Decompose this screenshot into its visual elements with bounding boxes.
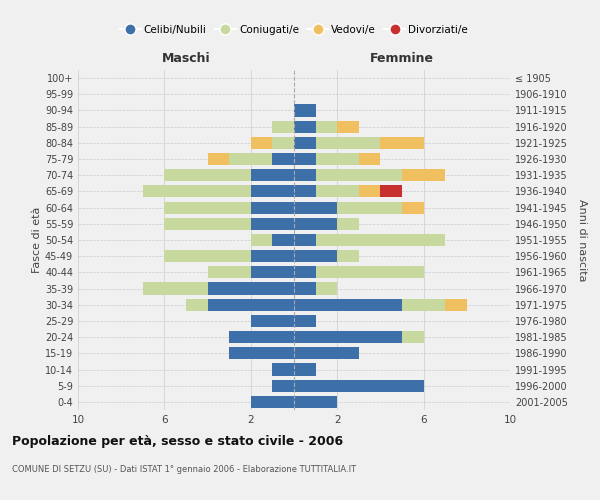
- Bar: [251, 396, 294, 408]
- Text: Maschi: Maschi: [161, 52, 211, 65]
- Bar: [337, 202, 402, 213]
- Bar: [402, 298, 445, 311]
- Bar: [294, 266, 316, 278]
- Bar: [251, 250, 294, 262]
- Bar: [402, 202, 424, 213]
- Bar: [294, 364, 316, 376]
- Bar: [164, 202, 251, 213]
- Bar: [294, 282, 316, 294]
- Bar: [251, 315, 294, 327]
- Bar: [294, 169, 316, 181]
- Bar: [337, 218, 359, 230]
- Bar: [208, 298, 294, 311]
- Bar: [272, 364, 294, 376]
- Bar: [294, 234, 316, 246]
- Bar: [164, 218, 251, 230]
- Bar: [208, 282, 294, 294]
- Legend: Celibi/Nubili, Coniugati/e, Vedovi/e, Divorziati/e: Celibi/Nubili, Coniugati/e, Vedovi/e, Di…: [116, 21, 472, 39]
- Text: Femmine: Femmine: [370, 52, 434, 65]
- Bar: [445, 298, 467, 311]
- Bar: [164, 250, 251, 262]
- Bar: [294, 186, 316, 198]
- Bar: [294, 153, 316, 165]
- Y-axis label: Fasce di età: Fasce di età: [32, 207, 42, 273]
- Bar: [316, 120, 337, 132]
- Bar: [359, 186, 380, 198]
- Bar: [251, 169, 294, 181]
- Bar: [251, 202, 294, 213]
- Bar: [380, 137, 424, 149]
- Bar: [164, 169, 251, 181]
- Bar: [229, 348, 294, 360]
- Bar: [272, 153, 294, 165]
- Bar: [251, 218, 294, 230]
- Bar: [316, 234, 445, 246]
- Bar: [294, 218, 337, 230]
- Bar: [316, 266, 424, 278]
- Text: Popolazione per età, sesso e stato civile - 2006: Popolazione per età, sesso e stato civil…: [12, 435, 343, 448]
- Bar: [294, 315, 316, 327]
- Bar: [316, 186, 359, 198]
- Bar: [316, 282, 337, 294]
- Bar: [186, 298, 208, 311]
- Bar: [402, 169, 445, 181]
- Bar: [294, 202, 337, 213]
- Bar: [272, 137, 294, 149]
- Text: COMUNE DI SETZU (SU) - Dati ISTAT 1° gennaio 2006 - Elaborazione TUTTITALIA.IT: COMUNE DI SETZU (SU) - Dati ISTAT 1° gen…: [12, 465, 356, 474]
- Bar: [316, 153, 359, 165]
- Bar: [272, 234, 294, 246]
- Bar: [294, 298, 402, 311]
- Bar: [251, 186, 294, 198]
- Bar: [402, 331, 424, 343]
- Bar: [316, 137, 380, 149]
- Bar: [294, 120, 316, 132]
- Bar: [251, 234, 272, 246]
- Bar: [251, 266, 294, 278]
- Bar: [294, 250, 337, 262]
- Bar: [208, 153, 229, 165]
- Bar: [294, 104, 316, 117]
- Bar: [229, 331, 294, 343]
- Bar: [294, 137, 316, 149]
- Bar: [337, 120, 359, 132]
- Bar: [359, 153, 380, 165]
- Bar: [229, 153, 272, 165]
- Bar: [294, 396, 337, 408]
- Bar: [294, 348, 359, 360]
- Bar: [143, 186, 251, 198]
- Bar: [316, 169, 402, 181]
- Bar: [272, 380, 294, 392]
- Bar: [380, 186, 402, 198]
- Bar: [294, 331, 402, 343]
- Bar: [143, 282, 208, 294]
- Bar: [272, 120, 294, 132]
- Bar: [208, 266, 251, 278]
- Bar: [251, 137, 272, 149]
- Y-axis label: Anni di nascita: Anni di nascita: [577, 198, 587, 281]
- Bar: [337, 250, 359, 262]
- Bar: [294, 380, 424, 392]
